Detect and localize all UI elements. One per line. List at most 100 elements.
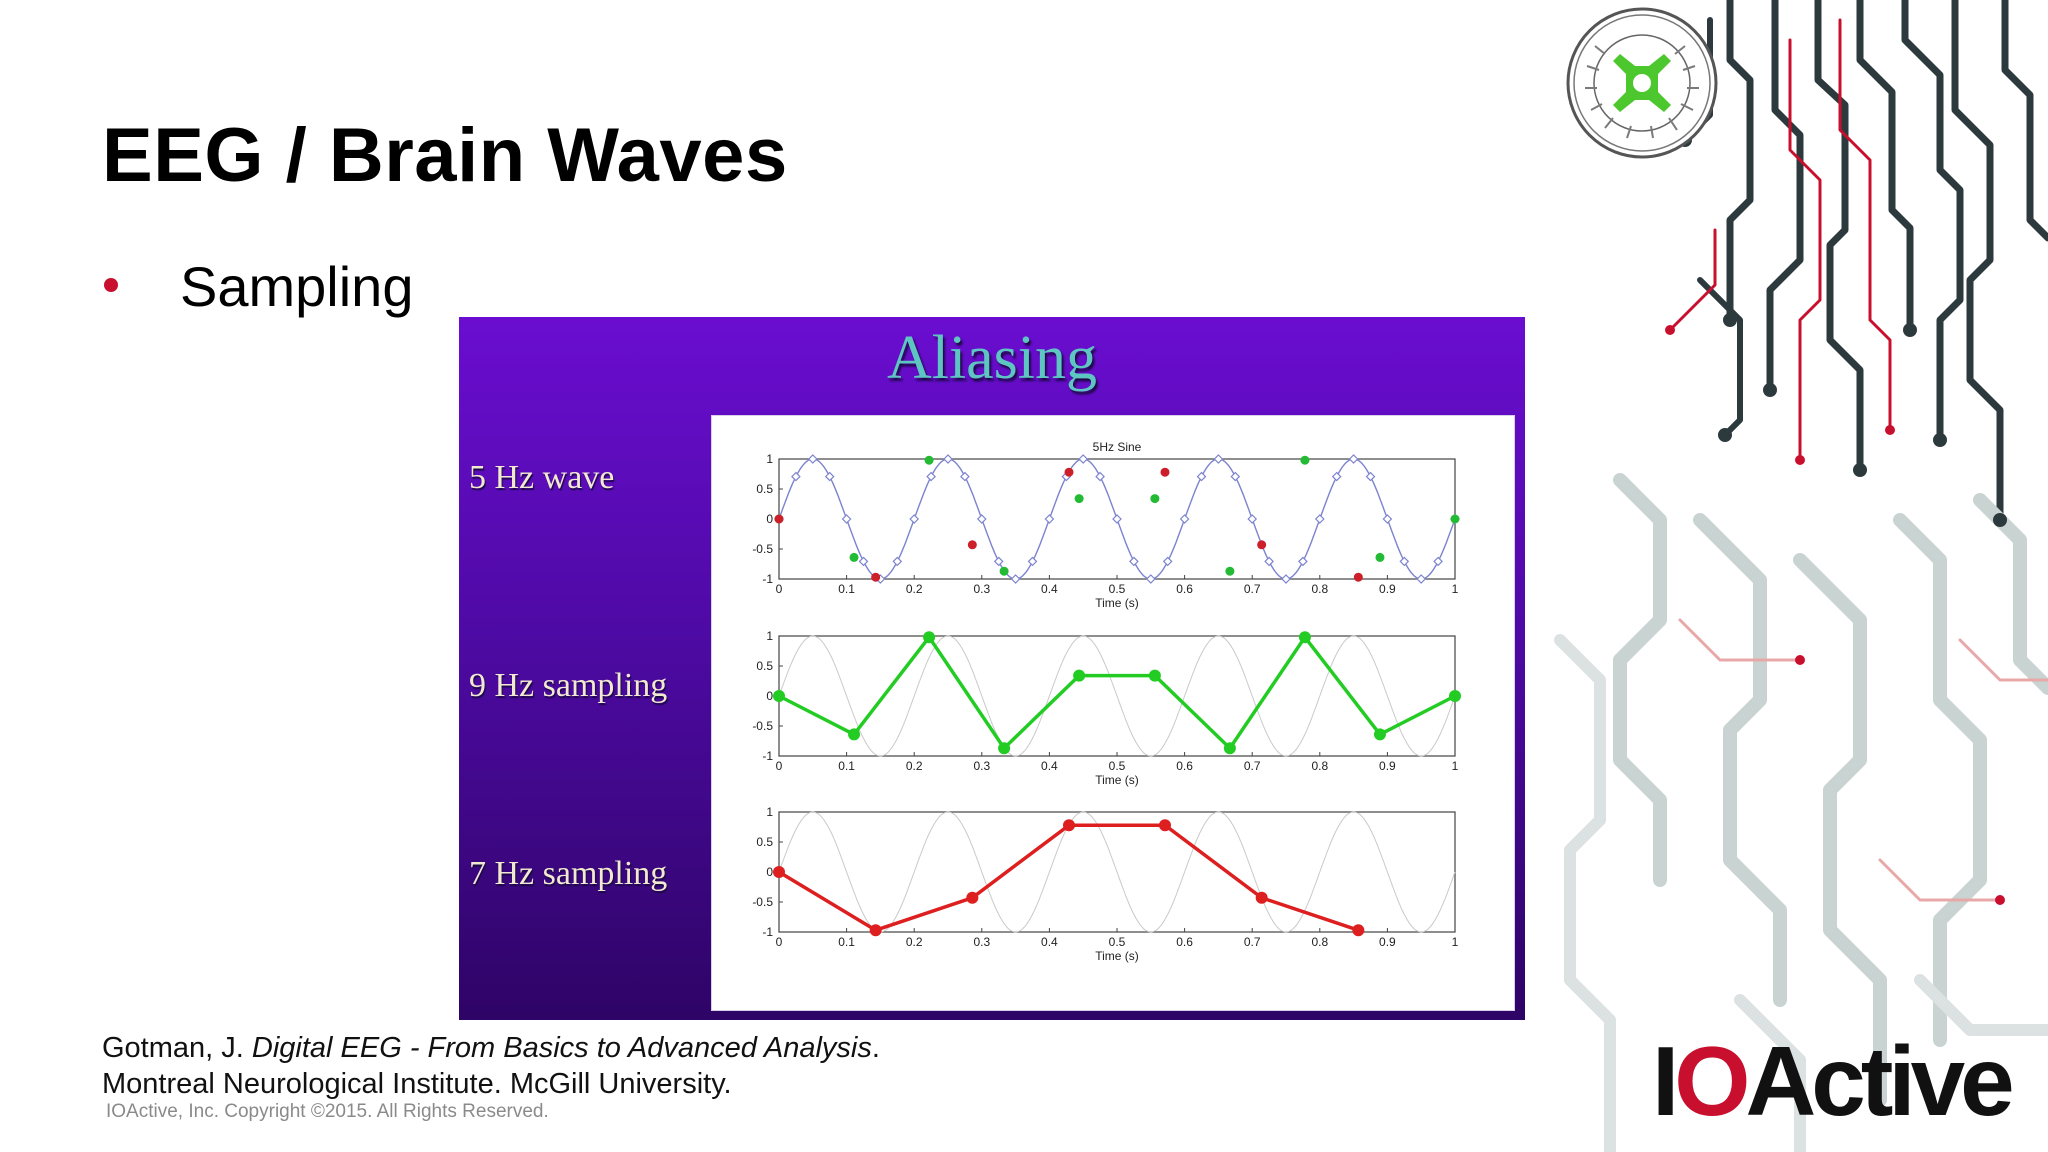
sample-point xyxy=(1073,669,1086,682)
sample-marker xyxy=(824,471,835,482)
sample-marker xyxy=(943,454,953,464)
sample-point xyxy=(1225,566,1235,576)
y-tick-label: 1 xyxy=(766,629,773,643)
x-tick-label: 0.5 xyxy=(1109,935,1126,949)
x-tick-label: 0.8 xyxy=(1311,582,1328,596)
x-tick-label: 0.3 xyxy=(973,759,990,773)
x-tick-label: 0.6 xyxy=(1176,935,1193,949)
x-tick-label: 0 xyxy=(776,935,783,949)
sample-marker xyxy=(1010,574,1021,584)
y-tick-label: -1 xyxy=(762,925,773,939)
citation-author: Gotman, J. xyxy=(102,1032,252,1064)
sample-point xyxy=(1064,467,1074,477)
sample-point xyxy=(924,455,934,465)
sample-point xyxy=(1158,819,1171,832)
sample-point xyxy=(1353,572,1363,582)
sample-marker xyxy=(1298,556,1308,567)
x-tick-label: 0.2 xyxy=(906,935,923,949)
sample-marker xyxy=(841,514,852,524)
x-tick-label: 0.8 xyxy=(1311,935,1328,949)
y-tick-label: 0 xyxy=(766,689,773,703)
x-tick-label: 0.1 xyxy=(838,759,855,773)
aliasing-charts: 0 0.1 0.2 0.3 0.4 0.5 0.6 0.7 0.8 0.9 1 1 0.5 0 -0.5 -1… xyxy=(752,440,1461,963)
sample-point xyxy=(1074,494,1084,504)
row-label-9hz: 9 Hz sampling xyxy=(469,667,668,704)
sample-marker xyxy=(1112,514,1122,524)
sample-marker xyxy=(1399,556,1410,567)
sample-marker xyxy=(1230,471,1241,482)
citation-period: . xyxy=(871,1032,880,1064)
x-tick-label: 0.3 xyxy=(973,935,990,949)
bullet-text: Sampling xyxy=(180,255,414,318)
sample-marker xyxy=(1433,556,1443,567)
sample-point xyxy=(1223,742,1236,755)
citation-line-1: Gotman, J. Digital EEG - From Basics to … xyxy=(102,1030,880,1066)
row-label-7hz: 7 Hz sampling xyxy=(469,855,668,892)
x-tick-label: 1 xyxy=(1452,935,1459,949)
y-tick-label: 1 xyxy=(766,805,773,819)
row-label-5hz: 5 Hz wave xyxy=(469,459,615,496)
sample-marker xyxy=(1247,514,1258,524)
sample-point xyxy=(773,866,785,878)
sampled-line xyxy=(778,634,1456,751)
sample-marker xyxy=(976,514,987,524)
sample-point xyxy=(923,631,936,644)
sample-marker xyxy=(807,454,818,464)
x-tick-label: 0.6 xyxy=(1176,759,1193,773)
logo-letter-o: O xyxy=(1674,1026,1750,1136)
slide-title: EEG / Brain Waves xyxy=(102,113,788,198)
y-tick-label: -0.5 xyxy=(752,719,773,733)
sample-point xyxy=(1298,631,1311,644)
x-tick-label: 0.9 xyxy=(1379,582,1396,596)
chart-panel: 0 0.1 0.2 0.3 0.4 0.5 0.6 0.7 0.8 0.9 1 1 0.5 0 -0.5 -1… xyxy=(711,415,1515,1011)
sample-point xyxy=(1300,455,1310,465)
sample-point xyxy=(1150,494,1160,504)
x-tick-label: 0 xyxy=(776,582,783,596)
x-tick-label: 0.1 xyxy=(838,582,855,596)
sample-point xyxy=(774,514,784,524)
x-tick-label: 0.6 xyxy=(1176,582,1193,596)
y-tick-label: 0.5 xyxy=(756,835,773,849)
x-tick-label: 0.3 xyxy=(973,582,990,596)
sample-marker xyxy=(1095,471,1105,482)
x-tick-label: 0 xyxy=(776,759,783,773)
x-tick-label: 1 xyxy=(1452,759,1459,773)
sample-marker xyxy=(960,471,970,482)
ioactive-logo: IOActive xyxy=(1652,1026,2015,1136)
sample-marker xyxy=(1078,454,1089,464)
y-tick-label: 0.5 xyxy=(756,482,773,496)
x-axis-label: Time (s) xyxy=(1095,596,1139,610)
sample-marker xyxy=(1331,471,1342,482)
x-tick-label: 0.1 xyxy=(838,935,855,949)
sample-point xyxy=(1257,540,1267,550)
sample-marker xyxy=(1196,471,1207,482)
x-tick-label: 0.9 xyxy=(1379,759,1396,773)
x-tick-label: 0.4 xyxy=(1041,759,1058,773)
sample-marker xyxy=(1281,574,1291,584)
sample-marker xyxy=(1213,454,1224,464)
sample-point xyxy=(1352,924,1365,937)
sample-point xyxy=(849,552,859,562)
sample-point xyxy=(773,690,785,702)
copyright-notice: IOActive, Inc. Copyright ©2015. All Righ… xyxy=(106,1101,549,1122)
x-tick-label: 0.9 xyxy=(1379,935,1396,949)
logo-letter-i: I xyxy=(1652,1026,1679,1136)
sample-point xyxy=(1373,728,1386,741)
x-tick-label: 0.2 xyxy=(906,582,923,596)
aliasing-figure: Aliasing 5 Hz wave 9 Hz sampling 7 Hz sa… xyxy=(459,317,1525,1020)
sample-marker xyxy=(1044,514,1055,524)
x-axis-label: Time (s) xyxy=(1095,949,1139,963)
sample-point xyxy=(1375,552,1385,562)
x-tick-label: 0.7 xyxy=(1244,935,1261,949)
sample-marker xyxy=(993,556,1004,567)
x-tick-label: 0.8 xyxy=(1311,759,1328,773)
x-tick-label: 0.4 xyxy=(1041,582,1058,596)
y-tick-label: 0 xyxy=(766,512,773,526)
sample-point xyxy=(1450,514,1460,524)
sample-point xyxy=(999,566,1009,576)
sample-point xyxy=(967,540,977,550)
sample-marker xyxy=(1416,574,1427,584)
chart-title: 5Hz Sine xyxy=(1093,440,1142,454)
sample-marker xyxy=(1145,574,1156,584)
x-tick-label: 0.2 xyxy=(906,759,923,773)
